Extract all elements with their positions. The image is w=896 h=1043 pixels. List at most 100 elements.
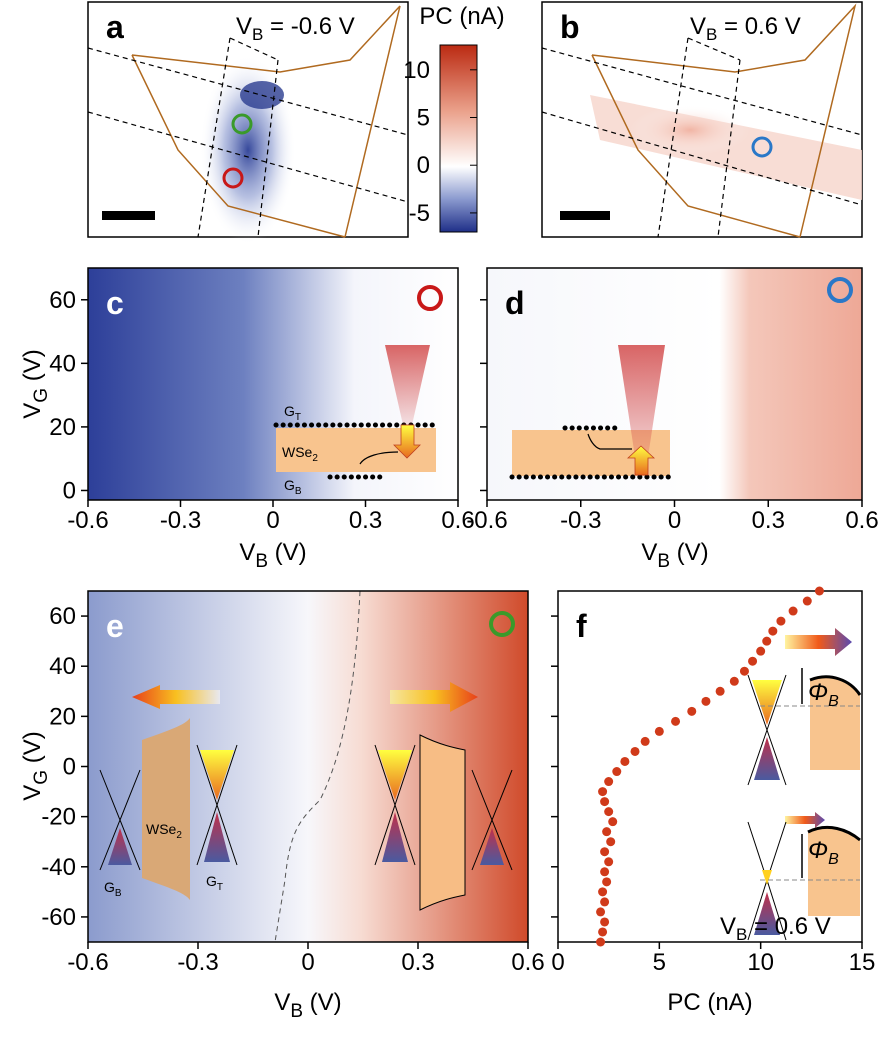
- data-point: [598, 927, 608, 937]
- inset-label-part: G: [284, 403, 295, 419]
- current-arrow: [132, 685, 220, 709]
- inset-label-part: B: [295, 486, 302, 497]
- flake-outline: [591, 54, 801, 238]
- annotation-part: = -0.6 V: [263, 13, 354, 40]
- data-point: [788, 606, 798, 616]
- data-point: [606, 837, 616, 847]
- colorbar: PC (nA): [419, 3, 505, 233]
- y-tick-label: -60: [41, 904, 76, 931]
- panel-label: b: [560, 9, 580, 45]
- filled-states: [200, 750, 234, 800]
- inset-label: WSe2: [146, 821, 182, 841]
- pc-map: [630, 105, 750, 155]
- y-tick-label: -40: [41, 854, 76, 881]
- transfer-arrow: [587, 433, 632, 450]
- annotation-part: = 0.6 V: [747, 913, 830, 940]
- data-point: [654, 726, 664, 736]
- filled-states: [754, 737, 780, 780]
- inset-label-part: Φ: [808, 837, 828, 864]
- y-axis-label-part: V: [19, 785, 46, 801]
- scale-bar: [102, 211, 155, 220]
- data-point: [600, 847, 610, 857]
- data-point: [776, 616, 786, 626]
- x-axis-label-part: (V): [303, 989, 342, 1016]
- y-axis-label-part: (V): [19, 731, 46, 770]
- x-tick-label: -0.6: [67, 507, 108, 534]
- carrier-arrow: [393, 424, 421, 459]
- inset-label: WSe2: [282, 444, 318, 464]
- inset-label-part: B: [828, 693, 839, 710]
- inset-label-part: G: [104, 879, 115, 895]
- electrode-outlines: [541, 37, 863, 238]
- x-tick-label: 0: [668, 507, 681, 534]
- inset-d: [509, 277, 853, 480]
- x-axis-label-part: (V): [670, 539, 709, 566]
- y-axis-label-part: G: [31, 388, 52, 403]
- data-point: [600, 797, 610, 807]
- data-point: [802, 596, 812, 606]
- inset-label-part: B: [828, 851, 839, 868]
- data-point: [768, 626, 778, 636]
- filled-states: [480, 828, 504, 865]
- colorbar-tick-label: 10: [403, 57, 430, 84]
- data-point: [604, 807, 614, 817]
- x-axis-label-part: V: [274, 989, 290, 1016]
- filled-states: [108, 828, 132, 865]
- annotation-part: V: [236, 13, 252, 40]
- x-tick-label: -0.6: [466, 507, 507, 534]
- panel-label: f: [576, 608, 587, 644]
- wse2-barrier: [810, 676, 860, 770]
- x-tick-label: 0: [266, 507, 279, 534]
- data-point: [602, 877, 612, 887]
- data-point: [604, 777, 614, 787]
- y-tick-label: 0: [63, 754, 76, 781]
- annotation-part: V: [720, 913, 736, 940]
- data-point: [671, 716, 681, 726]
- probe-marker: [222, 167, 244, 189]
- inset-label-part: T: [295, 412, 301, 423]
- inset-label-part: T: [217, 882, 223, 893]
- current-arrow: [390, 682, 478, 712]
- y-tick-label: 40: [49, 350, 76, 377]
- y-tick-label: -20: [41, 804, 76, 831]
- y-axis-label-part: G: [31, 770, 52, 785]
- data-point: [596, 907, 606, 917]
- colorbar-gradient: [439, 44, 478, 233]
- y-axis-label-part: (V): [19, 349, 46, 388]
- inset-label-part: G: [284, 477, 295, 493]
- x-tick-label: -0.3: [160, 507, 201, 534]
- transfer-arrow: [359, 451, 399, 465]
- flake-outline: [344, 5, 401, 238]
- y-axis-label: VG (V): [19, 349, 52, 418]
- panel-label: c: [106, 285, 124, 321]
- inset-label: GB: [284, 477, 302, 497]
- filled-states: [378, 750, 412, 800]
- data-point: [612, 767, 622, 777]
- x-axis-label-part: (V): [268, 539, 307, 566]
- x-tick-label: 0.3: [401, 949, 434, 976]
- flake-outline: [131, 5, 401, 73]
- x-tick-label: -0.6: [67, 949, 108, 976]
- wse2-barrier: [808, 827, 860, 916]
- data-point: [602, 827, 612, 837]
- data-point: [620, 756, 630, 766]
- data-point: [598, 787, 608, 797]
- inset-e: WSe2 GT GB: [99, 611, 515, 911]
- x-tick-label: 0.6: [511, 949, 544, 976]
- x-tick-label: 10: [747, 949, 774, 976]
- inset-label: GT: [284, 403, 301, 423]
- filled-states: [762, 870, 772, 885]
- data-point: [701, 696, 711, 706]
- probe-marker: [827, 277, 853, 303]
- y-tick-label: 60: [49, 287, 76, 314]
- data-point: [600, 897, 610, 907]
- x-axis-label: PC (nA): [667, 989, 752, 1016]
- x-tick-label: 0.3: [349, 507, 382, 534]
- data-point: [640, 736, 650, 746]
- annotation-part: B: [252, 25, 263, 44]
- panel-label: d: [505, 285, 525, 321]
- graphene-cone: [471, 769, 513, 871]
- annotation-part: = 0.6 V: [717, 13, 800, 40]
- x-axis-label: VB (V): [641, 539, 708, 572]
